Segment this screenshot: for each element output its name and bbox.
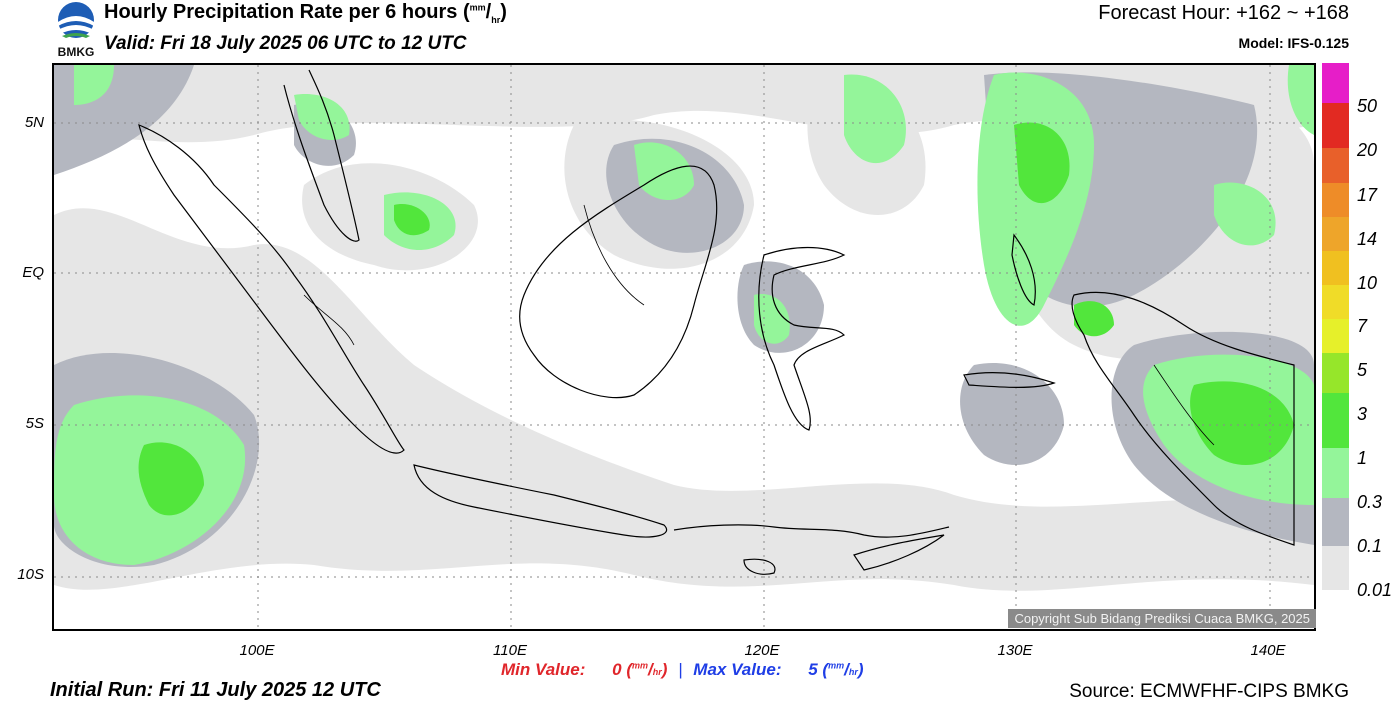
legend-swatch-7-10	[1322, 251, 1349, 285]
min-unit-mm: mm	[631, 660, 648, 671]
valid-period: Valid: Fri 18 July 2025 06 UTC to 12 UTC	[104, 33, 467, 54]
legend-swatch-17-20	[1322, 148, 1349, 183]
lon-label-140e: 140E	[1250, 642, 1286, 659]
timor-outline	[853, 534, 945, 571]
borneo-outline	[519, 165, 718, 399]
lat-label-5s: 5S	[25, 415, 44, 432]
data-source: Source: ECMWFHF-CIPS BMKG	[1069, 681, 1349, 702]
legend-label-50: 50	[1357, 96, 1378, 116]
legend-label-0.3: 0.3	[1357, 492, 1383, 512]
min-max-values: Min Value: 0 (mm/hr) | Max Value: 5 (mm/…	[501, 660, 864, 680]
legend-swatch-0.1-0.3	[1322, 448, 1349, 498]
max-unit-mm: mm	[828, 660, 845, 671]
lesser-sunda-outline	[673, 524, 950, 538]
legend-swatch-below-0.01	[1322, 546, 1349, 590]
max-value: 5	[808, 660, 818, 679]
legend-swatch-14-17	[1322, 183, 1349, 217]
legend-label-14: 14	[1357, 229, 1378, 249]
lat-label-eq: EQ	[22, 264, 44, 281]
coastlines	[138, 69, 1295, 575]
title-text: Hourly Precipitation Rate per 6 hours (	[104, 1, 470, 23]
lat-label-10s: 10S	[17, 566, 44, 583]
initial-run: Initial Run: Fri 11 July 2025 12 UTC	[50, 679, 381, 701]
max-label: Max Value:	[693, 660, 782, 679]
lon-label-130e: 130E	[997, 642, 1033, 659]
min-value: 0	[612, 660, 622, 679]
legend-swatch-5-7	[1322, 285, 1349, 319]
legend-label-20: 20	[1357, 140, 1378, 160]
legend-swatch-20-50	[1322, 103, 1349, 148]
value-separator: |	[678, 660, 683, 679]
legend-label-5: 5	[1357, 360, 1368, 380]
legend-swatch-50plus	[1322, 63, 1349, 103]
sumatra-outline	[138, 124, 405, 454]
seram-outline	[963, 372, 1056, 388]
logo-text: BMKG	[57, 45, 95, 59]
title-unit-hr: hr	[491, 15, 501, 25]
map-svg	[54, 65, 1314, 629]
forecast-hour: Forecast Hour: +162 ~ +168	[1098, 2, 1349, 24]
copyright-notice: Copyright Sub Bidang Prediksi Cuaca BMKG…	[1008, 609, 1316, 628]
lat-label-5n: 5N	[24, 114, 44, 131]
legend-colorbar	[1322, 63, 1349, 590]
model-name: Model: IFS-0.125	[1238, 35, 1349, 51]
lon-label-120e: 120E	[744, 642, 780, 659]
legend-label-1: 1	[1357, 448, 1368, 468]
bmkg-logo: BMKG	[52, 0, 100, 60]
precipitation-map	[52, 63, 1316, 631]
precip-field-green	[138, 122, 1294, 516]
halmahera-outline	[1011, 233, 1036, 306]
title-unit-mm: mm	[469, 2, 486, 13]
legend-swatch-10-14	[1322, 217, 1349, 251]
legend-label-0.01: 0.01	[1357, 580, 1393, 600]
legend-swatch-0.01-0.1	[1322, 498, 1349, 546]
legend-label-10: 10	[1357, 273, 1378, 293]
legend-label-17: 17	[1357, 185, 1378, 205]
legend-swatch-1-3	[1322, 353, 1349, 393]
legend-swatch-0.3-1	[1322, 393, 1349, 448]
legend-label-3: 3	[1357, 404, 1368, 424]
malay-peninsula-outline	[283, 69, 360, 242]
papua-outline	[1071, 291, 1295, 546]
min-unit-hr: hr	[652, 667, 662, 677]
legend-label-0.1: 0.1	[1357, 536, 1383, 556]
sulawesi-outline	[758, 246, 846, 431]
lon-label-100e: 100E	[239, 642, 275, 659]
legend-swatch-3-5	[1322, 319, 1349, 353]
max-unit: (mm/hr)	[817, 660, 864, 679]
min-unit: (mm/hr)	[621, 660, 668, 679]
java-outline	[413, 464, 668, 538]
chart-title: Hourly Precipitation Rate per 6 hours (m…	[104, 1, 507, 25]
title-close: )	[500, 1, 507, 23]
max-unit-hr: hr	[848, 667, 858, 677]
graticule	[54, 65, 1314, 629]
legend-label-7: 7	[1357, 316, 1368, 336]
min-label: Min Value:	[501, 660, 586, 679]
lon-label-110e: 110E	[493, 642, 527, 659]
sumba-outline	[743, 558, 776, 575]
